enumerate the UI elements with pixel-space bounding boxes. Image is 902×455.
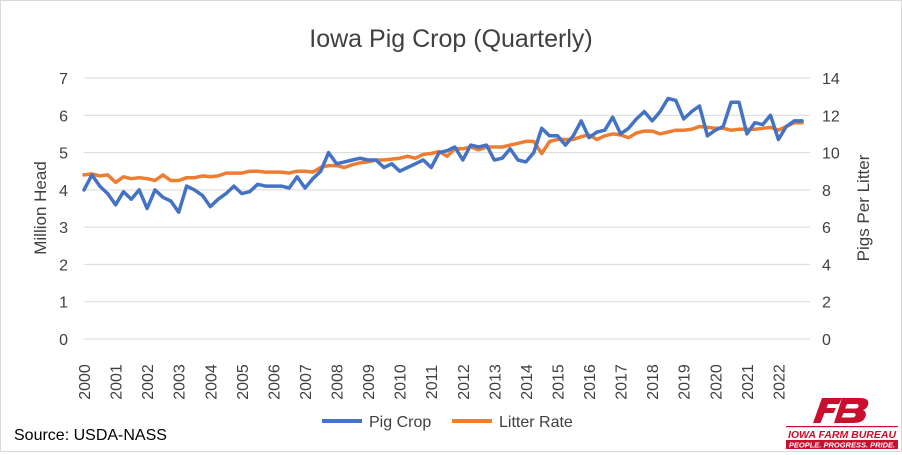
- x-tick-label: 2005: [235, 364, 252, 400]
- y-right-tick-label: 10: [822, 146, 840, 163]
- x-tick-label: 2019: [677, 364, 694, 400]
- x-tick-label: 2000: [77, 364, 94, 400]
- y-right-axis-label: Pigs Per Litter: [854, 154, 873, 261]
- x-tick-label: 2004: [203, 364, 220, 400]
- y-left-tick-label: 3: [59, 220, 68, 237]
- y-right-tick-label: 4: [822, 257, 831, 274]
- x-tick-label: 2018: [645, 364, 662, 400]
- y-right-tick-label: 2: [822, 295, 831, 312]
- x-tick-label: 2011: [424, 365, 441, 400]
- y-right-tick-label: 0: [822, 332, 831, 349]
- y-left-tick-label: 5: [59, 146, 68, 163]
- series-line-pig-crop: [82, 96, 804, 214]
- y-left-axis-label: Million Head: [31, 161, 50, 255]
- series-layer: [82, 96, 804, 214]
- x-tick-label: 2013: [487, 364, 504, 400]
- x-tick-label: 2022: [771, 364, 788, 400]
- x-tick-label: 2020: [708, 364, 725, 400]
- legend-label-pig-crop: Pig Crop: [369, 414, 431, 431]
- x-tick-label: 2014: [519, 364, 536, 400]
- x-tick-label: 2016: [582, 364, 599, 400]
- chart-title: Iowa Pig Crop (Quarterly): [309, 25, 592, 53]
- y-right-tick-label: 12: [822, 108, 840, 125]
- x-tick-label: 2007: [298, 364, 315, 400]
- svg-text:IOWA FARM BUREAU: IOWA FARM BUREAU: [788, 429, 897, 441]
- x-tick-label: 2006: [266, 364, 283, 400]
- x-tick-label: 2003: [172, 364, 189, 400]
- y-right-tick-label: 14: [822, 71, 840, 88]
- y-left-tick-label: 4: [59, 183, 68, 200]
- x-tick-labels: 2000 2001 2002 2003 2004 2005 2006 2007 2008 2009…: [77, 364, 788, 400]
- y-right-tick-label: 6: [822, 220, 831, 237]
- series-line-litter-rate: [82, 120, 804, 185]
- x-tick-label: 2017: [614, 364, 631, 400]
- y-left-tick-label: 1: [59, 295, 68, 312]
- source-note: Source: USDA-NASS: [14, 427, 167, 444]
- x-tick-label: 2008: [330, 364, 347, 400]
- y-right-tick-label: 8: [822, 183, 831, 200]
- x-tick-label: 2021: [740, 364, 757, 400]
- y-left-tick-label: 7: [59, 71, 68, 88]
- y-left-tick-label: 2: [59, 257, 68, 274]
- y-right-tick-labels: 0 2 4 6 8 10 12 14: [822, 71, 840, 349]
- y-left-tick-label: 0: [59, 332, 68, 349]
- iowa-farm-bureau-logo: IOWA FARM BUREAU PEOPLE. PROGRESS. PRIDE…: [784, 396, 900, 450]
- y-left-tick-labels: 0 1 2 3 4 5 6 7: [59, 71, 68, 349]
- x-tick-label: 2009: [361, 364, 378, 400]
- x-tick-label: 2002: [140, 364, 157, 400]
- x-tick-label: 2015: [550, 364, 567, 400]
- x-tick-label: 2001: [109, 364, 126, 400]
- legend-label-litter-rate: Litter Rate: [499, 414, 573, 431]
- legend: Pig Crop Litter Rate: [322, 414, 573, 431]
- x-tick-label: 2012: [456, 364, 473, 400]
- svg-text:PEOPLE. PROGRESS. PRIDE.: PEOPLE. PROGRESS. PRIDE.: [789, 441, 895, 450]
- y-left-tick-label: 6: [59, 108, 68, 125]
- x-tick-label: 2010: [393, 364, 410, 400]
